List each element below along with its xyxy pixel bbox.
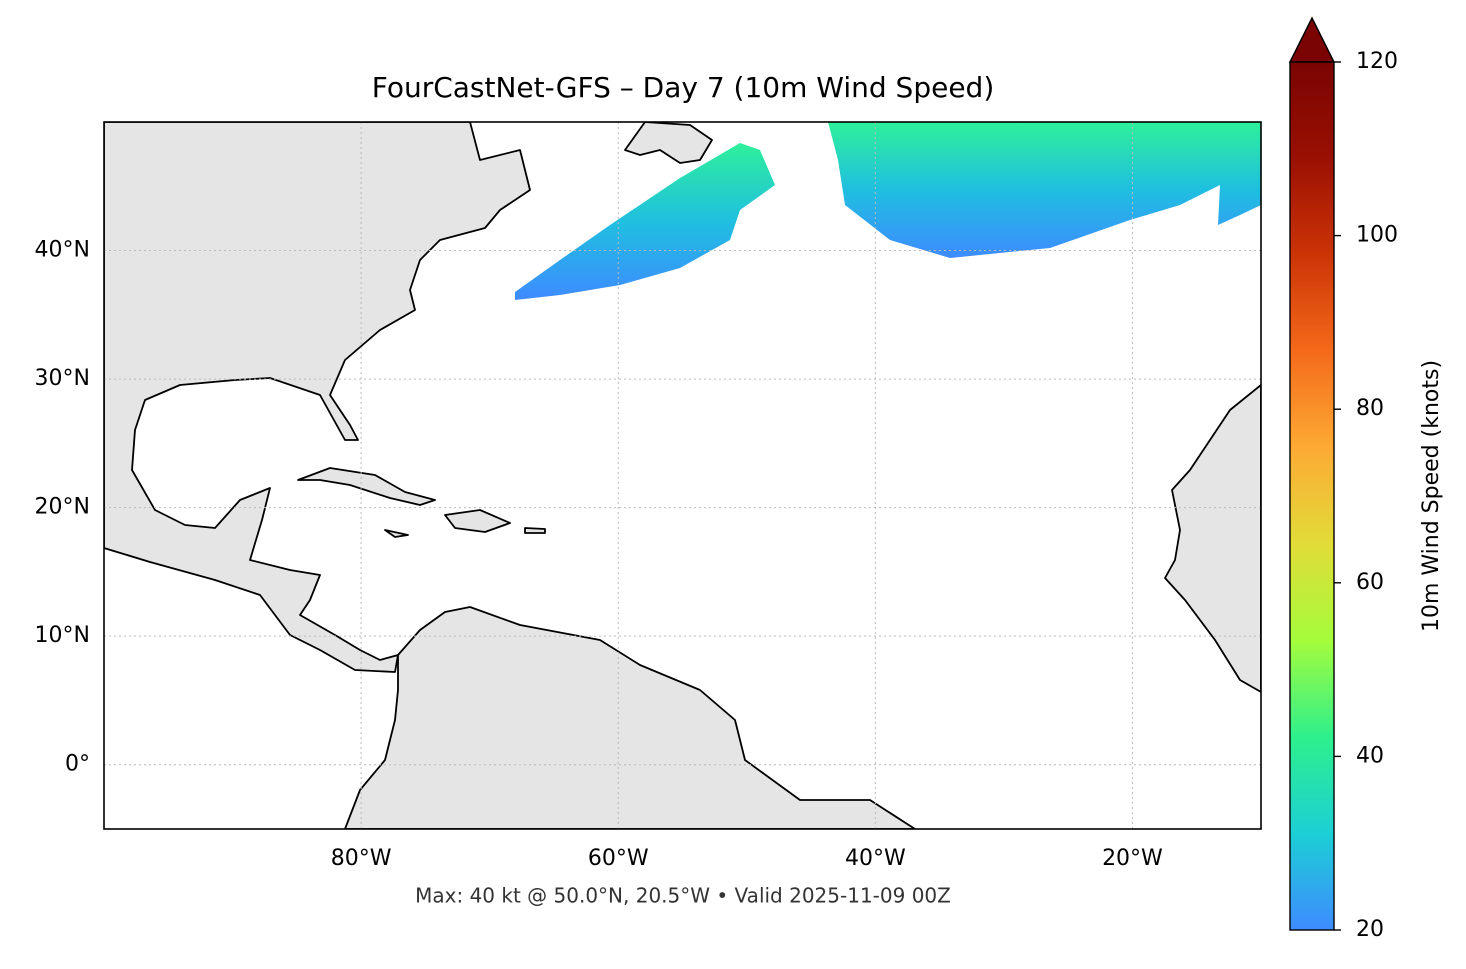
axes-frame (103, 121, 1262, 830)
colorbar-label: 10m Wind Speed (knots) (1419, 360, 1444, 632)
y-tick-label: 10°N (35, 623, 90, 648)
jamaica (384, 529, 409, 538)
colorbar-tick-label: 120 (1356, 49, 1398, 74)
x-tick-label: 60°W (588, 846, 649, 871)
y-tick-label: 0° (65, 752, 90, 777)
newfoundland (624, 122, 713, 164)
africa (1164, 384, 1261, 693)
y-tick-label: 20°N (35, 495, 90, 520)
north-america (104, 122, 531, 673)
colorbar (1289, 61, 1335, 931)
south-america (344, 606, 916, 829)
map (104, 122, 1261, 829)
cuba (297, 467, 436, 506)
wind-region (828, 122, 1261, 258)
colorbar-tick-label: 40 (1356, 743, 1384, 768)
puerto-rico (524, 527, 546, 534)
colorbar-tick-label: 80 (1356, 396, 1384, 421)
x-tick-label: 20°W (1102, 846, 1163, 871)
hispaniola (444, 509, 511, 533)
annotation: Max: 40 kt @ 50.0°N, 20.5°W • Valid 2025… (415, 884, 951, 908)
y-tick-label: 40°N (35, 238, 90, 263)
colorbar-tick-label: 100 (1356, 223, 1398, 248)
wind-region (515, 143, 775, 300)
y-tick-label: 30°N (35, 366, 90, 391)
x-tick-label: 40°W (845, 846, 906, 871)
chart-title: FourCastNet-GFS – Day 7 (10m Wind Speed) (372, 71, 995, 104)
colorbar-tick-label: 20 (1356, 917, 1384, 942)
x-tick-label: 80°W (331, 846, 392, 871)
colorbar-extend (1288, 16, 1336, 63)
colorbar-tick-label: 60 (1356, 570, 1384, 595)
